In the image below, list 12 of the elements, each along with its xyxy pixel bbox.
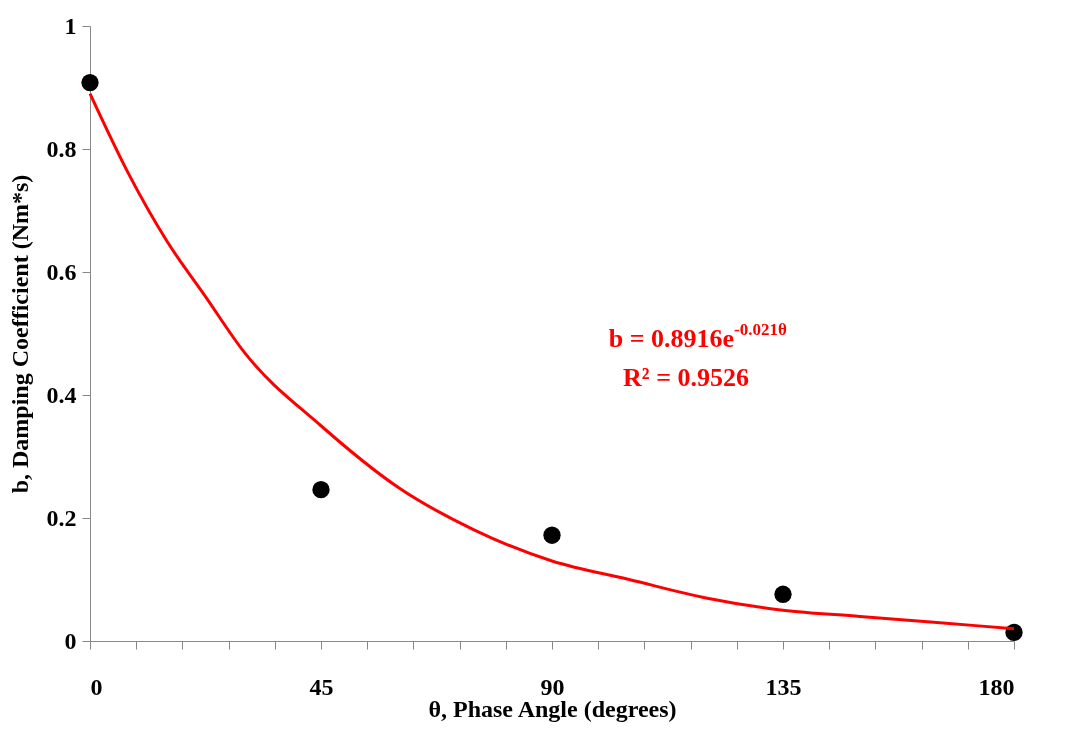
y-tick-label: 0 [64,627,77,654]
annotation: R² = 0.9526 [623,363,749,392]
y-tick-label: 0.2 [46,504,77,531]
y-axis-title: b, Damping Coefficient (Nm*s) [6,174,33,494]
y-tick-label: 0.8 [46,135,77,162]
y-tick-label: 0.6 [46,258,77,285]
x-tick-label: 180 [978,673,1015,700]
x-tick-label: 135 [765,673,802,700]
y-tick-label: 0.4 [46,381,77,408]
x-tick-label: 0 [90,673,103,700]
y-tick-label: 1 [64,12,77,39]
x-tick-label: 45 [309,673,334,700]
